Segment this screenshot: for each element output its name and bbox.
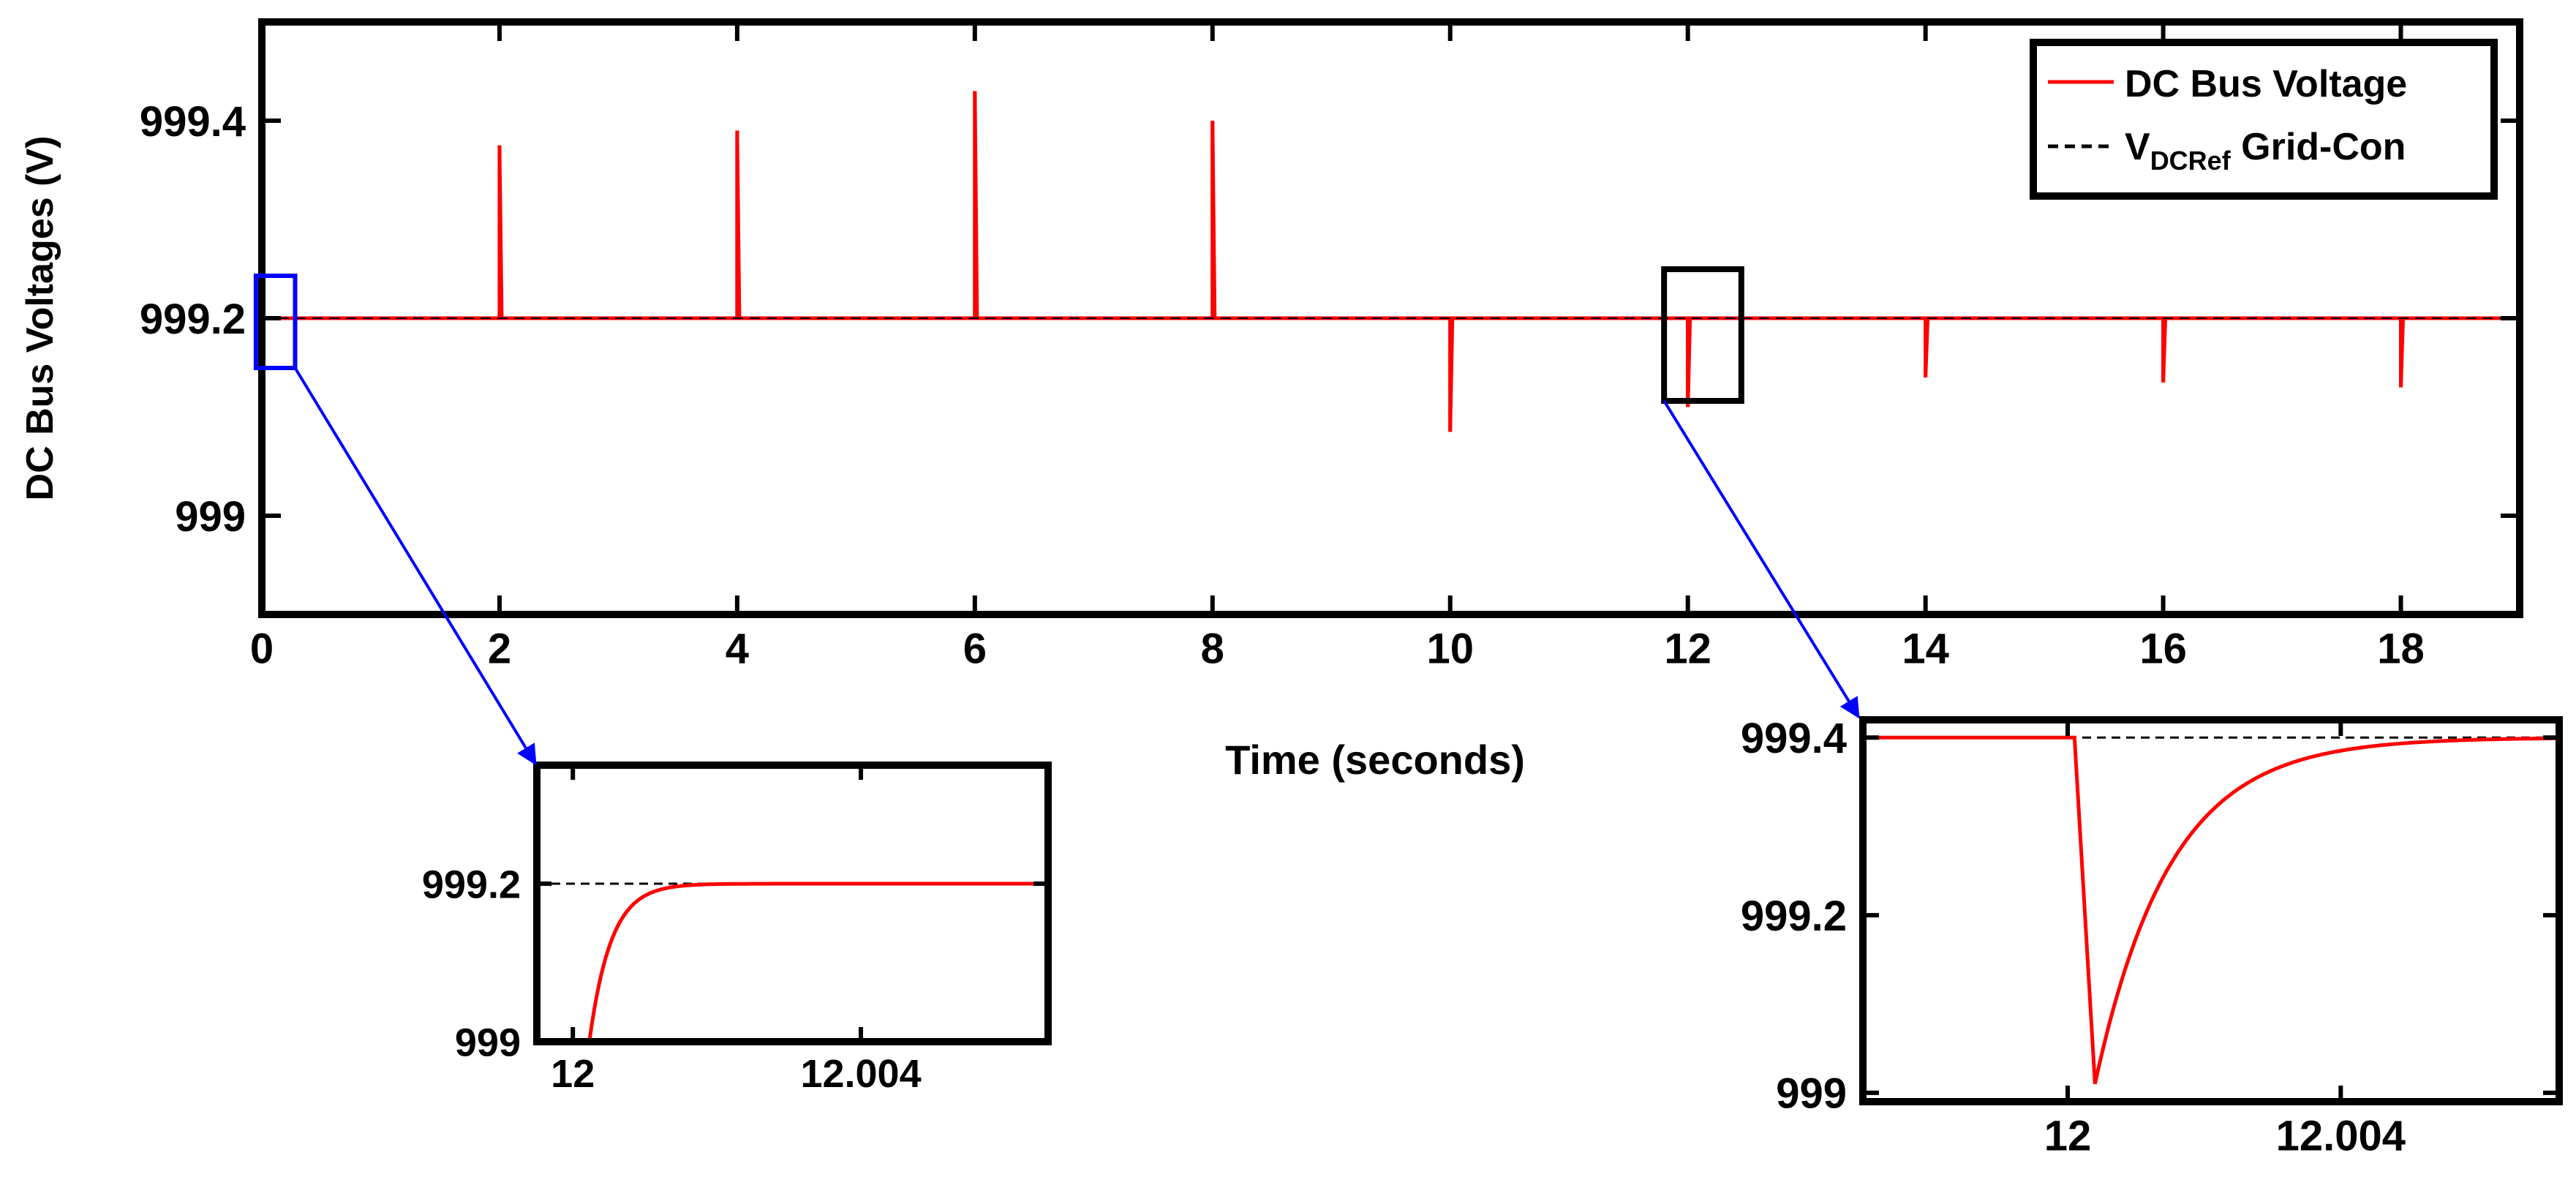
inset-right-series-group	[1863, 735, 2559, 1085]
main-x-tick-label: 8	[1201, 625, 1224, 673]
main-x-tick-label: 6	[963, 625, 987, 673]
inset-right-y-tick-label: 999.4	[1741, 715, 1847, 762]
inset-left-frame	[533, 762, 1052, 1045]
inset-right-frame	[1859, 716, 2563, 1105]
inset-right-voltage-curve	[1863, 735, 2559, 1085]
inset-left-voltage-curve	[587, 881, 1048, 1042]
legend-label-vdcref-main: V	[2125, 126, 2150, 168]
inset-left-y-tick-label: 999	[455, 1020, 521, 1064]
inset-left-plot-area	[537, 765, 1048, 1042]
zoom-box-start	[253, 274, 298, 370]
legend-label-vdcref-rest: Grid-Con	[2231, 126, 2406, 168]
main-x-tick-label: 2	[488, 625, 511, 673]
y-axis-label: DC Bus Voltages (V)	[19, 136, 61, 501]
inset-left-x-tick-label: 12.004	[800, 1052, 921, 1096]
inset-right-y-tick-label: 999.2	[1741, 892, 1847, 940]
zoom-box-t12	[1661, 266, 1744, 404]
main-x-tick-label: 12	[1664, 625, 1711, 673]
inset-right-chart: 12 12.004 999 999.2 999.4	[1741, 715, 2563, 1160]
main-plot-frame	[258, 18, 2523, 618]
legend-label-vdcref-sub: DCRef	[2150, 146, 2232, 176]
zoom-connector-start	[293, 366, 537, 766]
main-x-tick-label: 18	[2377, 625, 2425, 673]
zoom-annotations	[253, 266, 1860, 766]
legend-box	[2030, 39, 2498, 200]
inset-left-series-group	[537, 881, 1048, 1042]
inset-left-tick-labels: 12 12.004 999 999.2	[422, 862, 922, 1096]
legend: DC Bus Voltage VDCRef Grid-Con	[2030, 39, 2498, 200]
main-y-tick-label: 999.4	[140, 98, 246, 146]
main-x-tick-label: 14	[1902, 625, 1949, 673]
main-tick-labels: 0 2 4 6 8 10 12 14 16 18 999 999.2 999.4	[140, 98, 2425, 673]
zoom-connector-t12	[1662, 399, 1860, 719]
inset-right-tick-labels: 12 12.004 999 999.2 999.4	[1741, 715, 2406, 1160]
inset-right-y-tick-label: 999	[1776, 1070, 1847, 1118]
main-series-group	[262, 91, 2520, 614]
inset-left-chart: 12 12.004 999 999.2	[422, 762, 1052, 1096]
legend-label-dc-bus-voltage: DC Bus Voltage	[2125, 63, 2407, 105]
main-chart: 0 2 4 6 8 10 12 14 16 18 999 999.2 999.4 Time (secon…	[19, 18, 2523, 783]
main-x-tick-label: 4	[726, 625, 749, 673]
inset-right-x-tick-label: 12.004	[2276, 1113, 2406, 1160]
main-x-tick-label: 10	[1426, 625, 1474, 673]
inset-right-plot-area	[1863, 720, 2559, 1102]
main-x-tick-label: 0	[250, 625, 274, 673]
main-x-tick-label: 16	[2139, 625, 2187, 673]
inset-right-x-tick-label: 12	[2044, 1113, 2092, 1160]
inset-left-x-tick-label: 12	[551, 1052, 595, 1096]
main-y-tick-label: 999	[175, 493, 246, 541]
main-y-tick-label: 999.2	[140, 296, 246, 343]
legend-label-vdcref: VDCRef Grid-Con	[2125, 126, 2406, 176]
x-axis-label: Time (seconds)	[1225, 737, 1525, 783]
inset-left-y-tick-label: 999.2	[422, 862, 521, 906]
